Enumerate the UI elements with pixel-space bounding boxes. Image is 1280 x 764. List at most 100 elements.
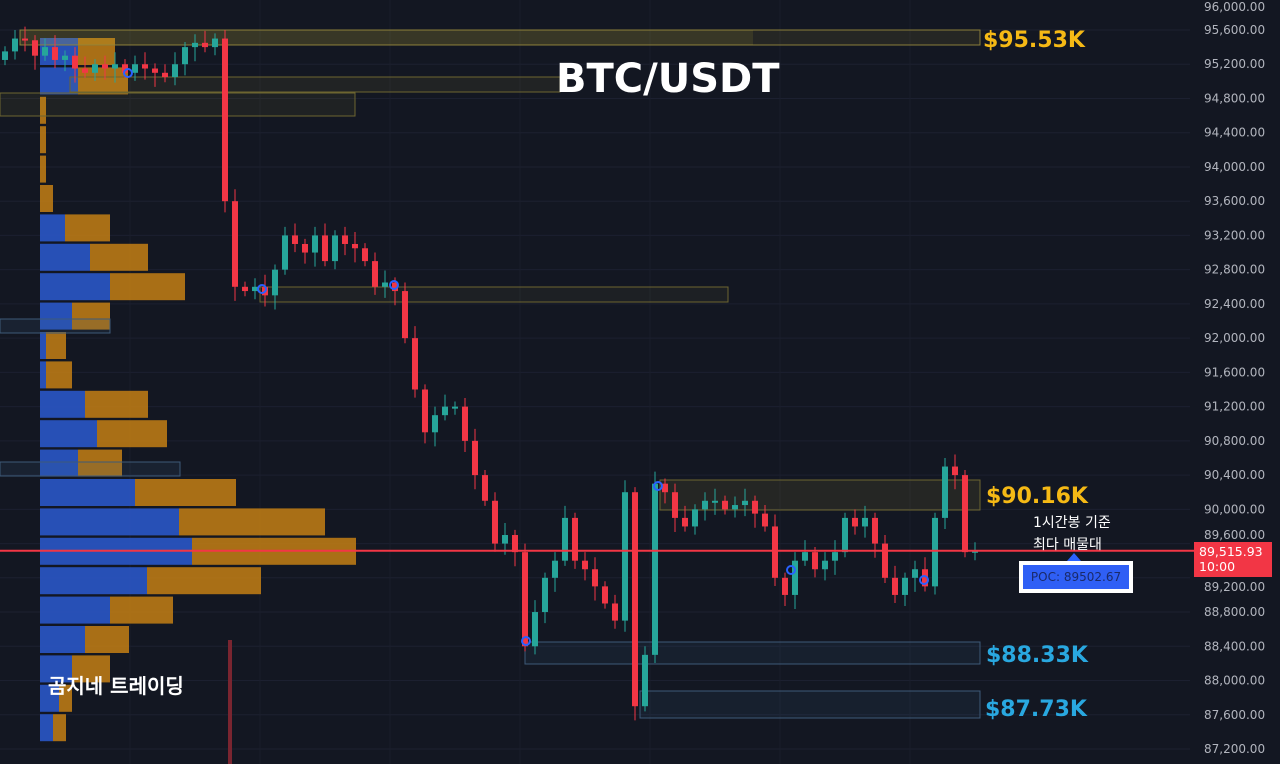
profile-buy-bar: [40, 67, 78, 95]
y-tick-label: 87,200.00: [1204, 742, 1265, 756]
candle-body: [682, 517, 688, 527]
brand-watermark: 곰지네 트레이딩: [48, 674, 184, 698]
y-tick-label: 93,200.00: [1204, 228, 1265, 242]
marker-circle: [653, 481, 663, 491]
candle-body: [412, 338, 418, 390]
candle-body: [652, 483, 658, 655]
y-tick-label: 95,600.00: [1204, 23, 1265, 37]
y-tick-label: 88,000.00: [1204, 674, 1265, 688]
candle-body: [2, 51, 8, 60]
profile-buy-bar: [40, 567, 147, 595]
y-tick-label: 92,800.00: [1204, 263, 1265, 277]
candle-body: [342, 235, 348, 244]
candle-body: [82, 68, 88, 73]
candle-body: [12, 38, 18, 52]
candle-body: [62, 55, 68, 60]
marker-circle: [786, 565, 796, 575]
grid: [0, 29, 1190, 750]
markers: [123, 68, 929, 646]
marker-circle: [257, 284, 267, 294]
profile-sell-bar: [78, 38, 115, 65]
candle-body: [572, 517, 578, 561]
candle-body: [952, 466, 958, 476]
candle-body: [32, 40, 38, 56]
profile-buy-bar: [40, 214, 65, 242]
candle-body: [142, 64, 148, 69]
profile-sell-bar: [40, 155, 46, 183]
profile-sell-bar: [97, 420, 167, 448]
profile-buy-bar: [40, 626, 85, 653]
marker-circle: [521, 636, 531, 646]
candle-body: [722, 500, 728, 510]
candle-body: [292, 235, 298, 244]
profile-sell-bar: [40, 96, 46, 124]
candle-body: [42, 47, 48, 56]
profile-buy-bar: [40, 420, 97, 448]
profile-sell-bar: [147, 567, 261, 595]
zone-87-73k: [639, 690, 981, 719]
y-tick-label: 91,600.00: [1204, 365, 1265, 379]
zone-92-5k: [259, 286, 729, 303]
candle-body: [812, 552, 818, 570]
price-axis[interactable]: 96,000.00 95,600.00 95,200.00 94,800.00 94,4…: [1204, 0, 1265, 756]
profile-sell-bar: [110, 273, 185, 301]
candle-body: [962, 475, 968, 553]
candle-body: [432, 415, 438, 433]
chart-title: BTC/USDT: [556, 56, 780, 102]
profile-sell-bar: [72, 655, 110, 683]
profile-buy-bar: [40, 302, 72, 330]
profile-buy-bar: [40, 243, 90, 271]
profile-sell-bar: [85, 390, 148, 418]
y-tick-label: 92,400.00: [1204, 297, 1265, 311]
profile-sell-bar: [40, 185, 53, 212]
candle-body: [92, 64, 98, 73]
y-tick-label: 95,200.00: [1204, 57, 1265, 71]
candle-body: [442, 406, 448, 416]
profile-buy-bar: [40, 390, 85, 418]
candle-body: [742, 500, 748, 506]
candle-body: [942, 466, 948, 518]
candle-body: [872, 517, 878, 544]
candle-body: [212, 38, 218, 48]
profile-sell-bar: [110, 596, 173, 624]
poc-label: POC: 89502.67: [1023, 565, 1129, 589]
y-tick-label: 94,400.00: [1204, 126, 1265, 140]
candle-body: [452, 406, 458, 409]
profile-sell-bar: [78, 449, 122, 477]
candle-body: [822, 560, 828, 570]
y-tick-label: 90,400.00: [1204, 468, 1265, 482]
annotation-line2: 최다 매물대: [1033, 537, 1102, 553]
candle-body: [322, 235, 328, 262]
y-tick-label: 94,800.00: [1204, 91, 1265, 105]
candle-body: [922, 569, 928, 587]
poc-callout: POC: 89502.67: [1019, 553, 1133, 593]
candle-body: [332, 235, 338, 262]
profile-sell-bar: [90, 243, 148, 271]
level-label-95k: $95.53K: [983, 28, 1085, 53]
candle-body: [422, 389, 428, 433]
marker-circle: [123, 68, 133, 78]
profile-sell-bar: [85, 626, 129, 653]
candle-body: [662, 483, 668, 493]
candle-body: [752, 500, 758, 514]
annotation-line1: 1시간봉 기준: [1033, 515, 1111, 531]
zone-92-2k: [0, 318, 111, 334]
profile-sell-bar: [65, 214, 110, 242]
profile-buy-bar: [40, 449, 78, 477]
zone-90-5k: [0, 461, 181, 477]
candle-body: [202, 42, 208, 48]
candle-body: [842, 517, 848, 553]
candle-body: [482, 475, 488, 501]
candle-body: [462, 406, 468, 441]
volume-bar: [228, 640, 232, 764]
annotation-text: 1시간봉 기준 최다 매물대: [1033, 512, 1111, 556]
candle-body: [52, 47, 58, 60]
candle-body: [192, 42, 198, 48]
profile-buy-bar: [40, 361, 46, 389]
profile-buy-bar: [40, 273, 110, 301]
level-label-90k: $90.16K: [986, 484, 1088, 509]
candle-body: [132, 64, 138, 73]
candle-body: [402, 291, 408, 339]
candle-body: [912, 569, 918, 578]
